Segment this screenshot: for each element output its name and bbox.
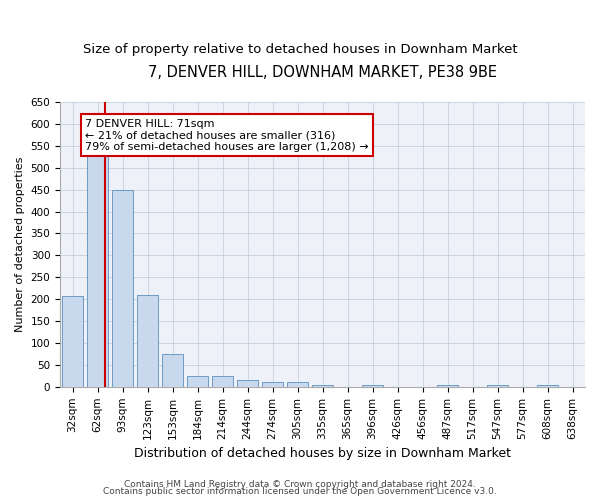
Bar: [212, 376, 233, 387]
Text: Contains HM Land Registry data © Crown copyright and database right 2024.: Contains HM Land Registry data © Crown c…: [124, 480, 476, 489]
Bar: [537, 384, 558, 387]
Bar: [87, 154, 108, 387]
X-axis label: Distribution of detached houses by size in Downham Market: Distribution of detached houses by size …: [134, 447, 511, 460]
Bar: [187, 376, 208, 387]
Bar: [287, 382, 308, 387]
Bar: [137, 295, 158, 387]
Bar: [437, 384, 458, 387]
Text: Size of property relative to detached houses in Downham Market: Size of property relative to detached ho…: [83, 42, 517, 56]
Bar: [362, 384, 383, 387]
Bar: [312, 384, 333, 387]
Bar: [262, 382, 283, 387]
Bar: [112, 190, 133, 387]
Bar: [487, 384, 508, 387]
Text: 7 DENVER HILL: 71sqm
← 21% of detached houses are smaller (316)
79% of semi-deta: 7 DENVER HILL: 71sqm ← 21% of detached h…: [85, 118, 368, 152]
Text: Contains public sector information licensed under the Open Government Licence v3: Contains public sector information licen…: [103, 487, 497, 496]
Title: 7, DENVER HILL, DOWNHAM MARKET, PE38 9BE: 7, DENVER HILL, DOWNHAM MARKET, PE38 9BE: [148, 65, 497, 80]
Bar: [237, 380, 258, 387]
Y-axis label: Number of detached properties: Number of detached properties: [15, 156, 25, 332]
Bar: [162, 354, 183, 387]
Bar: [62, 296, 83, 387]
